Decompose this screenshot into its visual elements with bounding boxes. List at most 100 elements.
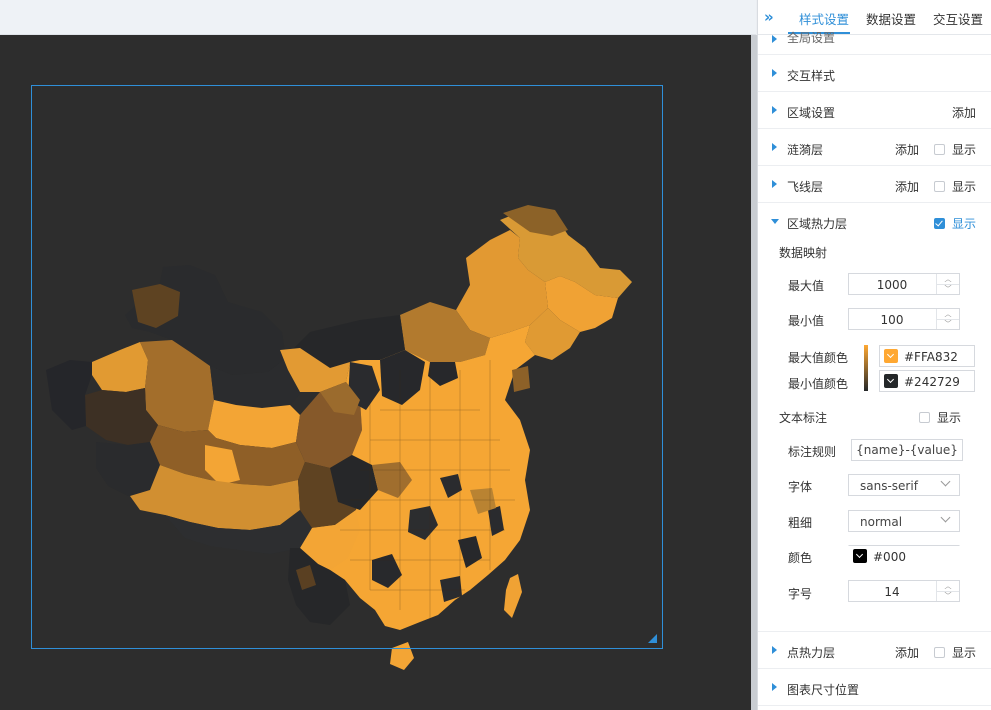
min-value-label: 最小值 bbox=[788, 314, 825, 328]
font-select[interactable]: sans-serif bbox=[848, 474, 960, 496]
add-ripple-button[interactable]: 添加 bbox=[895, 143, 920, 157]
min-value-input[interactable]: 100 bbox=[880, 313, 904, 327]
text-annotation-heading: 文本标注 bbox=[779, 411, 828, 425]
font-size-input[interactable]: 14 bbox=[884, 585, 900, 599]
font-size-label: 字号 bbox=[788, 587, 813, 601]
section-ripple-layer[interactable]: 涟漪层 添加 显示 bbox=[758, 130, 991, 166]
map-region-xinjiang-orange-west bbox=[92, 342, 148, 392]
section-flyline-layer[interactable]: 飞线层 添加 显示 bbox=[758, 167, 991, 203]
map-region-xinjiang-dark-brown bbox=[132, 284, 180, 328]
workspace-toolbar-strip bbox=[0, 0, 756, 35]
point-heat-show-label[interactable]: 显示 bbox=[952, 646, 977, 660]
stepper-buttons[interactable]: ︿ ﹀ bbox=[936, 309, 959, 329]
ripple-show-label[interactable]: 显示 bbox=[952, 143, 977, 157]
tab-data-settings[interactable]: 数据设置 bbox=[866, 12, 917, 27]
add-flyline-button[interactable]: 添加 bbox=[895, 180, 920, 194]
map-region-yunnan-dark bbox=[288, 548, 350, 625]
map-county-borders bbox=[340, 360, 515, 620]
triangle-down-icon[interactable] bbox=[771, 219, 779, 224]
weight-select-value: normal bbox=[860, 515, 903, 529]
min-value-stepper[interactable]: 100 ︿ ﹀ bbox=[848, 308, 960, 330]
max-color-swatch[interactable] bbox=[884, 349, 898, 363]
chevron-up-icon[interactable]: ︿ bbox=[937, 309, 959, 320]
max-value-stepper[interactable]: 1000 ︿ ﹀ bbox=[848, 273, 960, 295]
map-region-tibet-south-dark bbox=[165, 510, 312, 554]
map-region-tibet-south bbox=[130, 465, 300, 530]
point-heat-show-checkbox[interactable] bbox=[934, 647, 945, 658]
double-chevron-right-icon[interactable]: » bbox=[764, 8, 774, 26]
max-color-label: 最大值颜色 bbox=[788, 351, 849, 365]
flyline-show-checkbox[interactable] bbox=[934, 181, 945, 192]
section-title: 全局设置 bbox=[787, 31, 836, 45]
map-region-yunnan-brown bbox=[296, 565, 316, 590]
chevron-down-icon[interactable]: ﹀ bbox=[944, 592, 952, 600]
map-region-inner-mongolia-mid bbox=[400, 302, 490, 362]
text-color-picker[interactable]: #000 bbox=[848, 545, 960, 567]
section-title: 点热力层 bbox=[787, 646, 836, 660]
stepper-buttons[interactable]: ︿ ﹀ bbox=[936, 274, 959, 294]
editor-canvas[interactable] bbox=[0, 35, 751, 710]
settings-panel: » 样式设置 数据设置 交互设置 全局设置 交互样式 区域设置 添加 涟漪层 添… bbox=[757, 0, 991, 710]
add-point-heat-button[interactable]: 添加 bbox=[895, 646, 920, 660]
map-region-shandong-brown bbox=[512, 366, 530, 392]
color-gradient-bar bbox=[864, 345, 868, 391]
section-title[interactable]: 区域热力层 bbox=[787, 217, 848, 231]
region-heat-show-label[interactable]: 显示 bbox=[952, 217, 977, 231]
tab-style-settings[interactable]: 样式设置 bbox=[799, 12, 850, 27]
section-title: 飞线层 bbox=[787, 180, 824, 194]
add-region-button[interactable]: 添加 bbox=[952, 106, 977, 120]
weight-label: 粗细 bbox=[788, 516, 813, 530]
map-region-jilin bbox=[545, 276, 618, 332]
chevron-down-icon[interactable]: ﹀ bbox=[944, 285, 952, 293]
stepper-buttons[interactable]: ︿ ﹀ bbox=[936, 581, 959, 601]
resize-handle-icon[interactable] bbox=[648, 634, 657, 643]
min-color-label: 最小值颜色 bbox=[788, 377, 849, 391]
flyline-show-label[interactable]: 显示 bbox=[952, 180, 977, 194]
map-region-liaoning bbox=[525, 308, 580, 360]
chevron-down-icon[interactable]: ﹀ bbox=[944, 320, 952, 328]
map-regions bbox=[46, 205, 632, 670]
max-color-picker[interactable]: #FFA832 bbox=[879, 345, 975, 367]
map-region-sichuan-dark bbox=[330, 455, 378, 510]
section-chart-size-position[interactable]: 图表尺寸位置 bbox=[758, 670, 991, 706]
map-region-tibet-orange bbox=[205, 445, 240, 485]
weight-select[interactable]: normal bbox=[848, 510, 960, 532]
chevron-down-icon bbox=[940, 476, 951, 487]
text-annotation-show-checkbox[interactable] bbox=[919, 412, 930, 423]
map-region-xinjiang-southwest bbox=[85, 388, 158, 445]
font-select-value: sans-serif bbox=[860, 479, 918, 493]
triangle-right-icon bbox=[772, 180, 777, 188]
annotation-rule-label: 标注规则 bbox=[788, 445, 837, 459]
text-color-swatch[interactable] bbox=[853, 549, 867, 563]
annotation-rule-input[interactable]: {name}-{value} bbox=[851, 439, 963, 461]
section-global-settings[interactable]: 全局设置 bbox=[758, 31, 991, 55]
active-tab-indicator bbox=[788, 32, 850, 34]
map-region-hunan-dark bbox=[408, 506, 438, 540]
ripple-show-checkbox[interactable] bbox=[934, 144, 945, 155]
tab-interaction-settings[interactable]: 交互设置 bbox=[933, 12, 984, 27]
chart-selection-frame[interactable] bbox=[31, 85, 663, 649]
section-title: 涟漪层 bbox=[787, 143, 824, 157]
region-heat-show-checkbox[interactable] bbox=[934, 218, 945, 229]
font-size-stepper[interactable]: 14 ︿ ﹀ bbox=[848, 580, 960, 602]
text-annotation-show-label[interactable]: 显示 bbox=[937, 411, 962, 425]
chevron-down-icon bbox=[940, 512, 951, 523]
map-region-henan-dark bbox=[440, 474, 462, 498]
section-point-heat-layer[interactable]: 点热力层 添加 显示 bbox=[758, 633, 991, 669]
map-region-guangxi-dark bbox=[372, 554, 402, 588]
map-region-inner-mongolia-west bbox=[290, 315, 405, 370]
map-region-gansu-west bbox=[280, 348, 350, 392]
data-mapping-heading: 数据映射 bbox=[779, 246, 828, 260]
map-region-taiwan bbox=[504, 574, 522, 618]
chevron-up-icon[interactable]: ︿ bbox=[937, 581, 959, 592]
section-interaction-style[interactable]: 交互样式 bbox=[758, 56, 991, 92]
min-color-picker[interactable]: #242729 bbox=[879, 370, 975, 392]
max-value-input[interactable]: 1000 bbox=[876, 278, 908, 292]
triangle-right-icon bbox=[772, 106, 777, 114]
section-region-settings[interactable]: 区域设置 添加 bbox=[758, 93, 991, 129]
map-region-xinjiang-west-edge bbox=[46, 360, 92, 430]
min-color-swatch[interactable] bbox=[884, 374, 898, 388]
chevron-up-icon[interactable]: ︿ bbox=[937, 274, 959, 285]
map-region-heilongjiang-dark bbox=[503, 205, 568, 236]
panel-splitter[interactable] bbox=[751, 35, 757, 710]
